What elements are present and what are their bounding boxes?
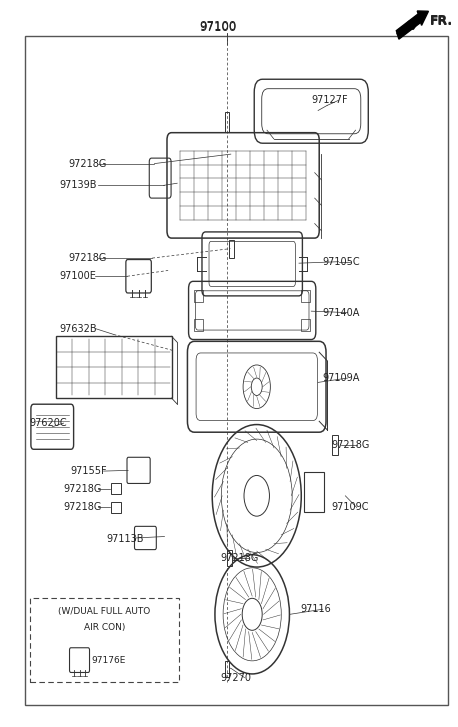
- Text: 97218G: 97218G: [64, 483, 102, 494]
- Text: (W/DUAL FULL AUTO: (W/DUAL FULL AUTO: [58, 607, 151, 616]
- Text: FR.: FR.: [430, 15, 453, 28]
- Bar: [56, 336, 172, 398]
- Bar: [229, 239, 234, 257]
- Bar: [301, 290, 311, 302]
- Text: 97218G: 97218G: [68, 158, 107, 169]
- Text: 97632B: 97632B: [59, 324, 97, 334]
- Text: 97109C: 97109C: [332, 502, 369, 513]
- Bar: [332, 435, 338, 455]
- Bar: [111, 483, 121, 494]
- Text: 97218G: 97218G: [220, 553, 259, 563]
- Text: 97218G: 97218G: [68, 253, 107, 263]
- Bar: [227, 550, 232, 566]
- Text: FR.: FR.: [430, 14, 453, 27]
- Bar: [225, 661, 229, 677]
- Text: 97139B: 97139B: [59, 180, 97, 190]
- Text: AIR CON): AIR CON): [84, 623, 125, 632]
- FancyArrow shape: [396, 11, 428, 39]
- Text: 97100: 97100: [200, 20, 237, 33]
- Text: 97270: 97270: [220, 672, 251, 683]
- Text: 97176E: 97176E: [91, 656, 125, 664]
- Text: 97218G: 97218G: [64, 502, 102, 513]
- Bar: [111, 502, 121, 513]
- Text: 97116: 97116: [300, 604, 331, 614]
- Text: 97109A: 97109A: [322, 373, 360, 383]
- Bar: [225, 112, 229, 132]
- Bar: [194, 319, 203, 331]
- Text: 97218G: 97218G: [332, 440, 370, 450]
- Bar: [304, 473, 324, 512]
- Text: 97105C: 97105C: [322, 257, 360, 267]
- Text: 97100: 97100: [200, 21, 237, 34]
- Text: 97100E: 97100E: [59, 271, 96, 281]
- Text: 97620C: 97620C: [29, 418, 67, 428]
- Text: 97155F: 97155F: [71, 466, 107, 476]
- Text: 97113B: 97113B: [107, 534, 144, 545]
- Bar: [194, 290, 203, 302]
- Text: 97140A: 97140A: [322, 308, 360, 318]
- Text: 97127F: 97127F: [311, 95, 348, 105]
- Bar: [301, 319, 311, 331]
